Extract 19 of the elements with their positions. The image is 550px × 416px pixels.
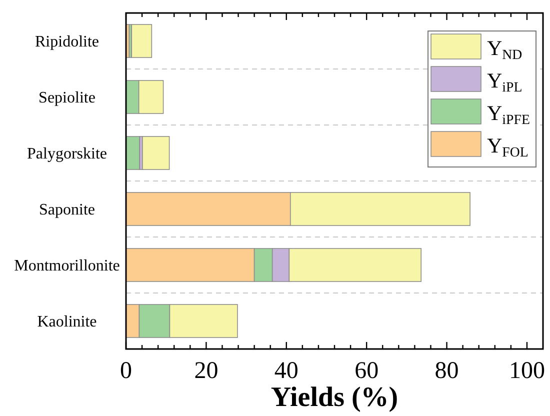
bar: [131, 24, 152, 58]
y-tick-label: Montmorillonite: [14, 258, 120, 275]
legend-label: Y$_{FOL}$: [487, 134, 528, 160]
y-tick-label: Ripidolite: [35, 34, 99, 51]
bar: [142, 136, 170, 170]
y-tick-label: Palygorskite: [27, 146, 107, 163]
x-tick-label: 80: [434, 358, 459, 384]
x-tick-label: 0: [120, 358, 132, 384]
y-tick-label: Sepiolite: [38, 90, 96, 107]
legend-label: Y$_{iPL}$: [487, 68, 522, 95]
x-tick-label: 20: [194, 358, 218, 384]
x-tick-label: 40: [274, 358, 298, 384]
x-tick-label: 100: [508, 358, 545, 384]
x-tick-label: 60: [354, 358, 379, 384]
y-tick-label: Kaolinite: [37, 314, 97, 331]
legend-label: Y$_{iPFE}$: [487, 101, 530, 128]
x-axis-title: Yields (%): [270, 382, 398, 413]
legend-label: Y$_{ND}$: [487, 36, 522, 62]
y-tick-label: Saponite: [39, 202, 95, 219]
